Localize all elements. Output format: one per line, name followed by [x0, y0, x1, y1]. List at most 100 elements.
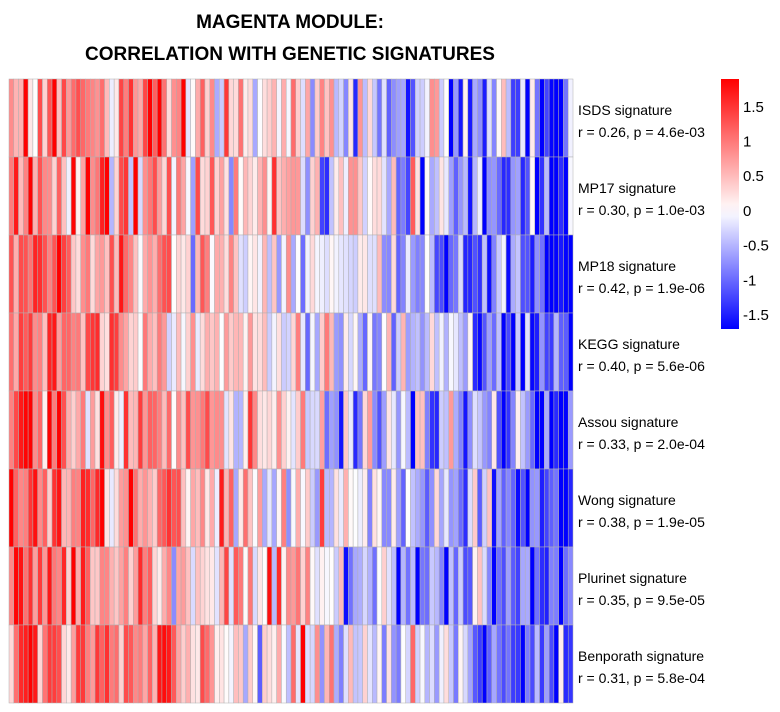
heatmap-cell	[563, 234, 569, 314]
heatmap-cell	[567, 468, 574, 548]
heatmap-cell	[171, 468, 177, 548]
heatmap-cell	[223, 390, 230, 470]
heatmap-cell	[290, 312, 297, 392]
heatmap-cell	[515, 624, 521, 704]
heatmap-cell	[419, 390, 426, 470]
heatmap-cell	[443, 156, 449, 236]
row-label-name: Benporath signature	[578, 648, 704, 664]
heatmap-cell	[400, 156, 406, 236]
heatmap-cell	[8, 234, 15, 314]
heatmap-cell	[199, 468, 206, 548]
heatmap-cell	[539, 234, 545, 314]
heatmap-cell	[558, 546, 564, 626]
heatmap-cell	[147, 624, 153, 704]
heatmap-cell	[381, 624, 387, 704]
row-label-name: Assou signature	[578, 414, 679, 430]
heatmap-cell	[104, 156, 110, 236]
heatmap-cell	[415, 78, 421, 158]
heatmap-cell	[32, 312, 38, 392]
heatmap-cell	[458, 624, 464, 704]
heatmap-cell	[467, 156, 473, 236]
heatmap-cell	[37, 624, 43, 704]
heatmap-cell	[128, 390, 134, 470]
heatmap-cell	[524, 624, 531, 704]
heatmap-cell	[185, 390, 191, 470]
heatmap-cell	[271, 312, 277, 392]
heatmap-cell	[314, 234, 320, 314]
heatmap-cell	[438, 624, 445, 704]
heatmap-cell	[228, 468, 234, 548]
heatmap-cell	[176, 312, 182, 392]
heatmap-cell	[285, 234, 292, 314]
heatmap-cell	[424, 312, 430, 392]
heatmap-cell	[328, 624, 335, 704]
heatmap-cell	[171, 312, 177, 392]
row-label-stat: r = 0.42, p = 1.9e-06	[578, 280, 705, 296]
heatmap-cell	[443, 234, 449, 314]
heatmap-cell	[496, 468, 502, 548]
heatmap-cell	[147, 78, 153, 158]
row-label-name: MP18 signature	[578, 258, 676, 274]
heatmap-cell	[156, 312, 163, 392]
heatmap-cell	[400, 546, 406, 626]
heatmap-cell	[161, 234, 167, 314]
heatmap-cell	[295, 234, 301, 314]
heatmap-cell	[285, 390, 292, 470]
heatmap-cell	[152, 390, 158, 470]
heatmap-cell	[458, 78, 464, 158]
heatmap-cell	[501, 234, 507, 314]
heatmap-cell	[90, 156, 96, 236]
heatmap-cell	[290, 624, 297, 704]
heatmap-cell	[85, 468, 91, 548]
heatmap-cell	[18, 156, 24, 236]
heatmap-cell	[324, 78, 330, 158]
heatmap-cell	[70, 78, 77, 158]
heatmap-cell	[410, 78, 416, 158]
heatmap-cell	[56, 78, 62, 158]
heatmap-cell	[80, 156, 86, 236]
heatmap-cell	[295, 312, 301, 392]
heatmap-cell	[214, 546, 220, 626]
heatmap-cell	[113, 546, 120, 626]
heatmap-cell	[152, 312, 158, 392]
heatmap-cell	[486, 468, 493, 548]
heatmap-cell	[357, 312, 363, 392]
heatmap-cell	[400, 390, 406, 470]
heatmap-cell	[247, 468, 254, 548]
heatmap-cell	[324, 234, 330, 314]
heatmap-cell	[13, 234, 19, 314]
heatmap-cell	[319, 234, 325, 314]
heatmap-cell	[534, 78, 540, 158]
heatmap-cell	[66, 156, 72, 236]
heatmap-cell	[472, 78, 478, 158]
heatmap-cell	[142, 234, 148, 314]
heatmap-cell	[199, 546, 206, 626]
heatmap-cell	[544, 312, 550, 392]
heatmap-cell	[319, 156, 325, 236]
heatmap-cell	[362, 468, 368, 548]
heatmap-cell	[372, 156, 378, 236]
heatmap-cell	[558, 156, 564, 236]
heatmap-cell	[281, 156, 287, 236]
heatmap-cell	[438, 156, 445, 236]
heatmap-cell	[27, 156, 34, 236]
heatmap-cell	[27, 624, 34, 704]
heatmap-cell	[85, 546, 91, 626]
heatmap-cell	[314, 546, 320, 626]
heatmap-cell	[66, 78, 72, 158]
heatmap-cell	[242, 624, 249, 704]
heatmap-cell	[51, 624, 58, 704]
heatmap-cell	[391, 624, 397, 704]
heatmap-cell	[505, 156, 512, 236]
heatmap-cell	[367, 390, 373, 470]
heatmap-cell	[305, 390, 311, 470]
heatmap-cell	[367, 624, 373, 704]
row-label-stat: r = 0.31, p = 5.8e-04	[578, 670, 705, 686]
heatmap-cell	[281, 312, 287, 392]
heatmap-cell	[285, 78, 292, 158]
row-label-stat: r = 0.40, p = 5.6e-06	[578, 358, 705, 374]
heatmap-cell	[496, 390, 502, 470]
heatmap-cell	[233, 390, 239, 470]
heatmap-cell	[314, 312, 320, 392]
heatmap-cell	[300, 234, 306, 314]
